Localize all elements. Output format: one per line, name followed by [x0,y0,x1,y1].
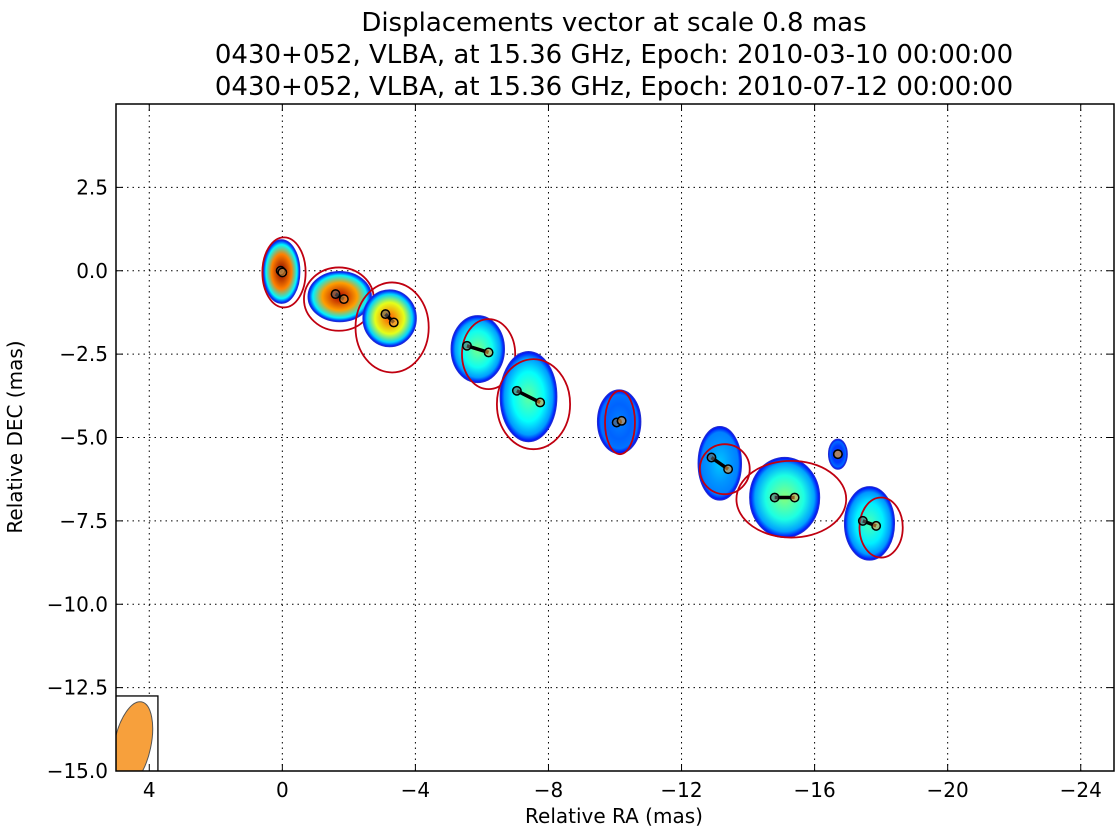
x-tick-label: −16 [793,778,835,802]
y-tick-label: −10.0 [47,592,108,616]
epoch1-component-marker [857,515,868,526]
x-tick-label: −12 [660,778,702,802]
y-tick-label: −15.0 [47,759,108,783]
x-tick-label: −4 [401,778,430,802]
epoch1-component-marker [330,289,341,300]
title-line-2: 0430+052, VLBA, at 15.36 GHz, Epoch: 201… [215,40,1013,70]
axis-ticks: 4 0 −4 −8 −12 −16 −20 −24 2.5 0.0 −2.5 −5.0 −7.5 −10.… [47,104,1114,802]
epoch1-component-marker [769,492,780,503]
y-tick-label: 2.5 [76,175,108,199]
second-epoch-contour [261,236,307,309]
epoch2-component-marker [871,520,882,531]
second-epoch-contour [354,281,430,374]
x-tick-label: 0 [276,778,289,802]
epoch2-component-marker [277,267,288,278]
x-axis-label: Relative RA (mas) [525,804,703,828]
second-epoch-contour [496,358,571,451]
chart-title: Displacements vector at scale 0.8 mas 04… [215,8,1013,102]
x-tick-label: −20 [927,778,969,802]
x-tick-label: −8 [534,778,563,802]
y-tick-label: −7.5 [59,509,108,533]
plot-area [116,236,904,771]
epoch2-component-marker [616,415,627,426]
y-tick-label: −5.0 [59,426,108,450]
beam-ellipse [116,701,154,771]
second-epoch-contour [735,459,848,539]
epoch2-component-marker [723,464,734,475]
y-axis-label: Relative DEC (mas) [3,340,27,533]
title-line-1: Displacements vector at scale 0.8 mas [361,8,866,38]
title-line-3: 0430+052, VLBA, at 15.36 GHz, Epoch: 201… [215,72,1013,102]
x-tick-label: 4 [143,778,156,802]
epoch2-component-marker [338,294,349,305]
second-epoch-contour [698,443,751,496]
epoch1-component-marker [511,385,522,396]
second-epoch-contour [858,496,904,559]
epoch2-component-marker [832,449,843,460]
y-tick-label: −2.5 [59,342,108,366]
y-tick-label: −12.5 [47,676,108,700]
epoch1-component-marker [380,309,391,320]
x-tick-label: −24 [1060,778,1102,802]
epoch2-component-marker [483,347,494,358]
second-epoch-contour [604,389,636,456]
epoch2-component-marker [535,397,546,408]
epoch1-component-marker [462,340,472,351]
epoch1-component-marker [706,452,717,463]
epoch2-component-marker [789,492,800,503]
epoch2-component-marker [388,317,399,328]
y-tick-label: 0.0 [76,259,108,283]
second-epoch-contour [461,318,517,391]
